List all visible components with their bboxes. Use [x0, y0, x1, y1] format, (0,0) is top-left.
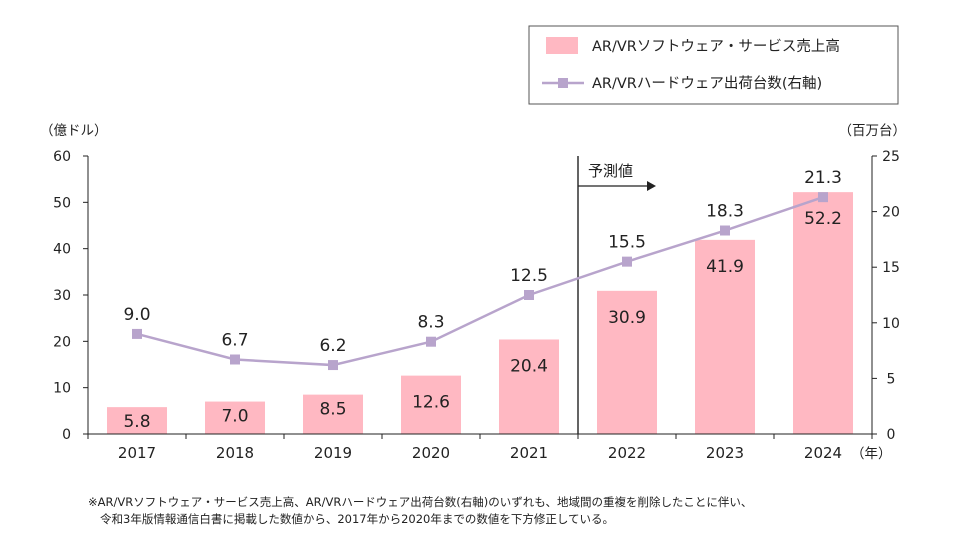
line-label-2018: 6.7 — [221, 330, 248, 350]
x-tick-label-2021: 2021 — [510, 444, 548, 462]
line-point-2023 — [720, 225, 730, 236]
right-tick-label-25: 25 — [882, 149, 900, 165]
bar-2017 — [107, 407, 167, 434]
x-tick-label-2023: 2023 — [706, 444, 744, 462]
right-tick-label-0: 0 — [887, 427, 896, 443]
right-tick-label-15: 15 — [882, 260, 900, 276]
bar-label-2017: 5.8 — [123, 412, 150, 432]
x-tick-label-2018: 2018 — [216, 444, 254, 462]
x-tick-label-2022: 2022 — [608, 444, 646, 462]
line-series — [136, 195, 824, 367]
bar-2020 — [401, 375, 461, 434]
footnote-line-1: ※AR/VRソフトウェア・サービス売上高、AR/VRハードウェア出荷台数(右軸)… — [88, 495, 753, 509]
line-label-2020: 8.3 — [417, 313, 444, 333]
bar-label-2020: 12.6 — [412, 393, 450, 413]
bar-label-2018: 7.0 — [221, 407, 248, 427]
x-axis-unit: （年） — [851, 446, 892, 462]
line-point-2024 — [818, 192, 828, 203]
legend-bar-swatch — [546, 37, 578, 54]
line-point-2017 — [132, 328, 142, 339]
bar-label-2021: 20.4 — [510, 356, 548, 376]
line-point-2020 — [426, 336, 436, 347]
bar-2023 — [695, 239, 755, 434]
bar-2024 — [793, 192, 853, 434]
footnote-line-2: 令和3年版情報通信白書に掲載した数値から、2017年から2020年までの数値を下… — [100, 512, 615, 526]
bar-label-2024: 52.2 — [804, 209, 842, 229]
bar-2022 — [597, 290, 657, 434]
line-point-2022 — [622, 256, 632, 267]
line-point-2019 — [328, 360, 338, 371]
line-label-2021: 12.5 — [510, 266, 548, 286]
x-tick-label-2017: 2017 — [118, 444, 156, 462]
legend-line-marker — [558, 78, 568, 88]
bar-2019 — [303, 394, 363, 434]
line-label-2024: 21.3 — [804, 168, 842, 188]
left-tick-label-30: 30 — [53, 288, 71, 304]
right-tick-label-5: 5 — [887, 371, 896, 387]
bar-label-2019: 8.5 — [319, 400, 346, 420]
bar-2021 — [499, 339, 559, 434]
right-axis-unit: （百万台） — [839, 123, 907, 139]
forecast-arrow-head — [647, 181, 656, 191]
left-axis-unit: （億ドル） — [40, 123, 108, 139]
left-tick-label-0: 0 — [62, 427, 71, 443]
line-point-2021 — [524, 290, 534, 300]
forecast-label: 予測値 — [588, 162, 633, 180]
x-tick-label-2019: 2019 — [314, 444, 352, 462]
footnote: ※AR/VRソフトウェア・サービス売上高、AR/VRハードウェア出荷台数(右軸)… — [88, 494, 752, 528]
line-label-2023: 18.3 — [706, 202, 744, 222]
line-label-2022: 15.5 — [608, 233, 646, 253]
line-label-2019: 6.2 — [319, 336, 346, 356]
left-tick-label-40: 40 — [53, 242, 71, 258]
legend-line-label: AR/VRハードウェア出荷台数(右軸) — [592, 75, 822, 92]
x-tick-label-2020: 2020 — [412, 444, 450, 462]
legend-box — [528, 25, 899, 105]
line-point-2018 — [230, 354, 240, 365]
bar-label-2023: 41.9 — [706, 257, 744, 277]
left-tick-label-20: 20 — [53, 334, 71, 350]
bar-2018 — [205, 401, 265, 434]
left-tick-label-50: 50 — [53, 195, 71, 211]
line-label-2017: 9.0 — [123, 305, 150, 325]
bar-label-2022: 30.9 — [608, 308, 646, 328]
left-tick-label-60: 60 — [53, 149, 71, 165]
right-tick-label-20: 20 — [882, 205, 900, 221]
legend-bar-label: AR/VRソフトウェア・サービス売上高 — [592, 38, 840, 55]
left-tick-label-10: 10 — [53, 381, 71, 397]
x-tick-label-2024: 2024 — [804, 444, 842, 462]
right-tick-label-10: 10 — [882, 316, 900, 332]
